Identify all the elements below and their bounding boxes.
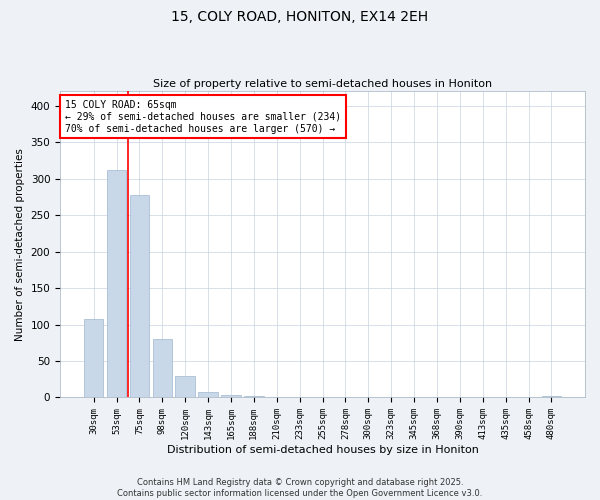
Bar: [152, 339, 172, 398]
Text: Contains HM Land Registry data © Crown copyright and database right 2025.
Contai: Contains HM Land Registry data © Crown c…: [118, 478, 482, 498]
Bar: [175, 376, 195, 398]
Text: 15 COLY ROAD: 65sqm
← 29% of semi-detached houses are smaller (234)
70% of semi-: 15 COLY ROAD: 65sqm ← 29% of semi-detach…: [65, 100, 341, 134]
Bar: [130, 194, 149, 398]
Title: Size of property relative to semi-detached houses in Honiton: Size of property relative to semi-detach…: [153, 79, 492, 89]
Bar: [84, 320, 103, 398]
Bar: [542, 396, 561, 398]
Bar: [107, 170, 126, 398]
Y-axis label: Number of semi-detached properties: Number of semi-detached properties: [15, 148, 25, 341]
Bar: [221, 394, 241, 398]
X-axis label: Distribution of semi-detached houses by size in Honiton: Distribution of semi-detached houses by …: [167, 445, 478, 455]
Bar: [244, 396, 263, 398]
Text: 15, COLY ROAD, HONITON, EX14 2EH: 15, COLY ROAD, HONITON, EX14 2EH: [172, 10, 428, 24]
Bar: [199, 392, 218, 398]
